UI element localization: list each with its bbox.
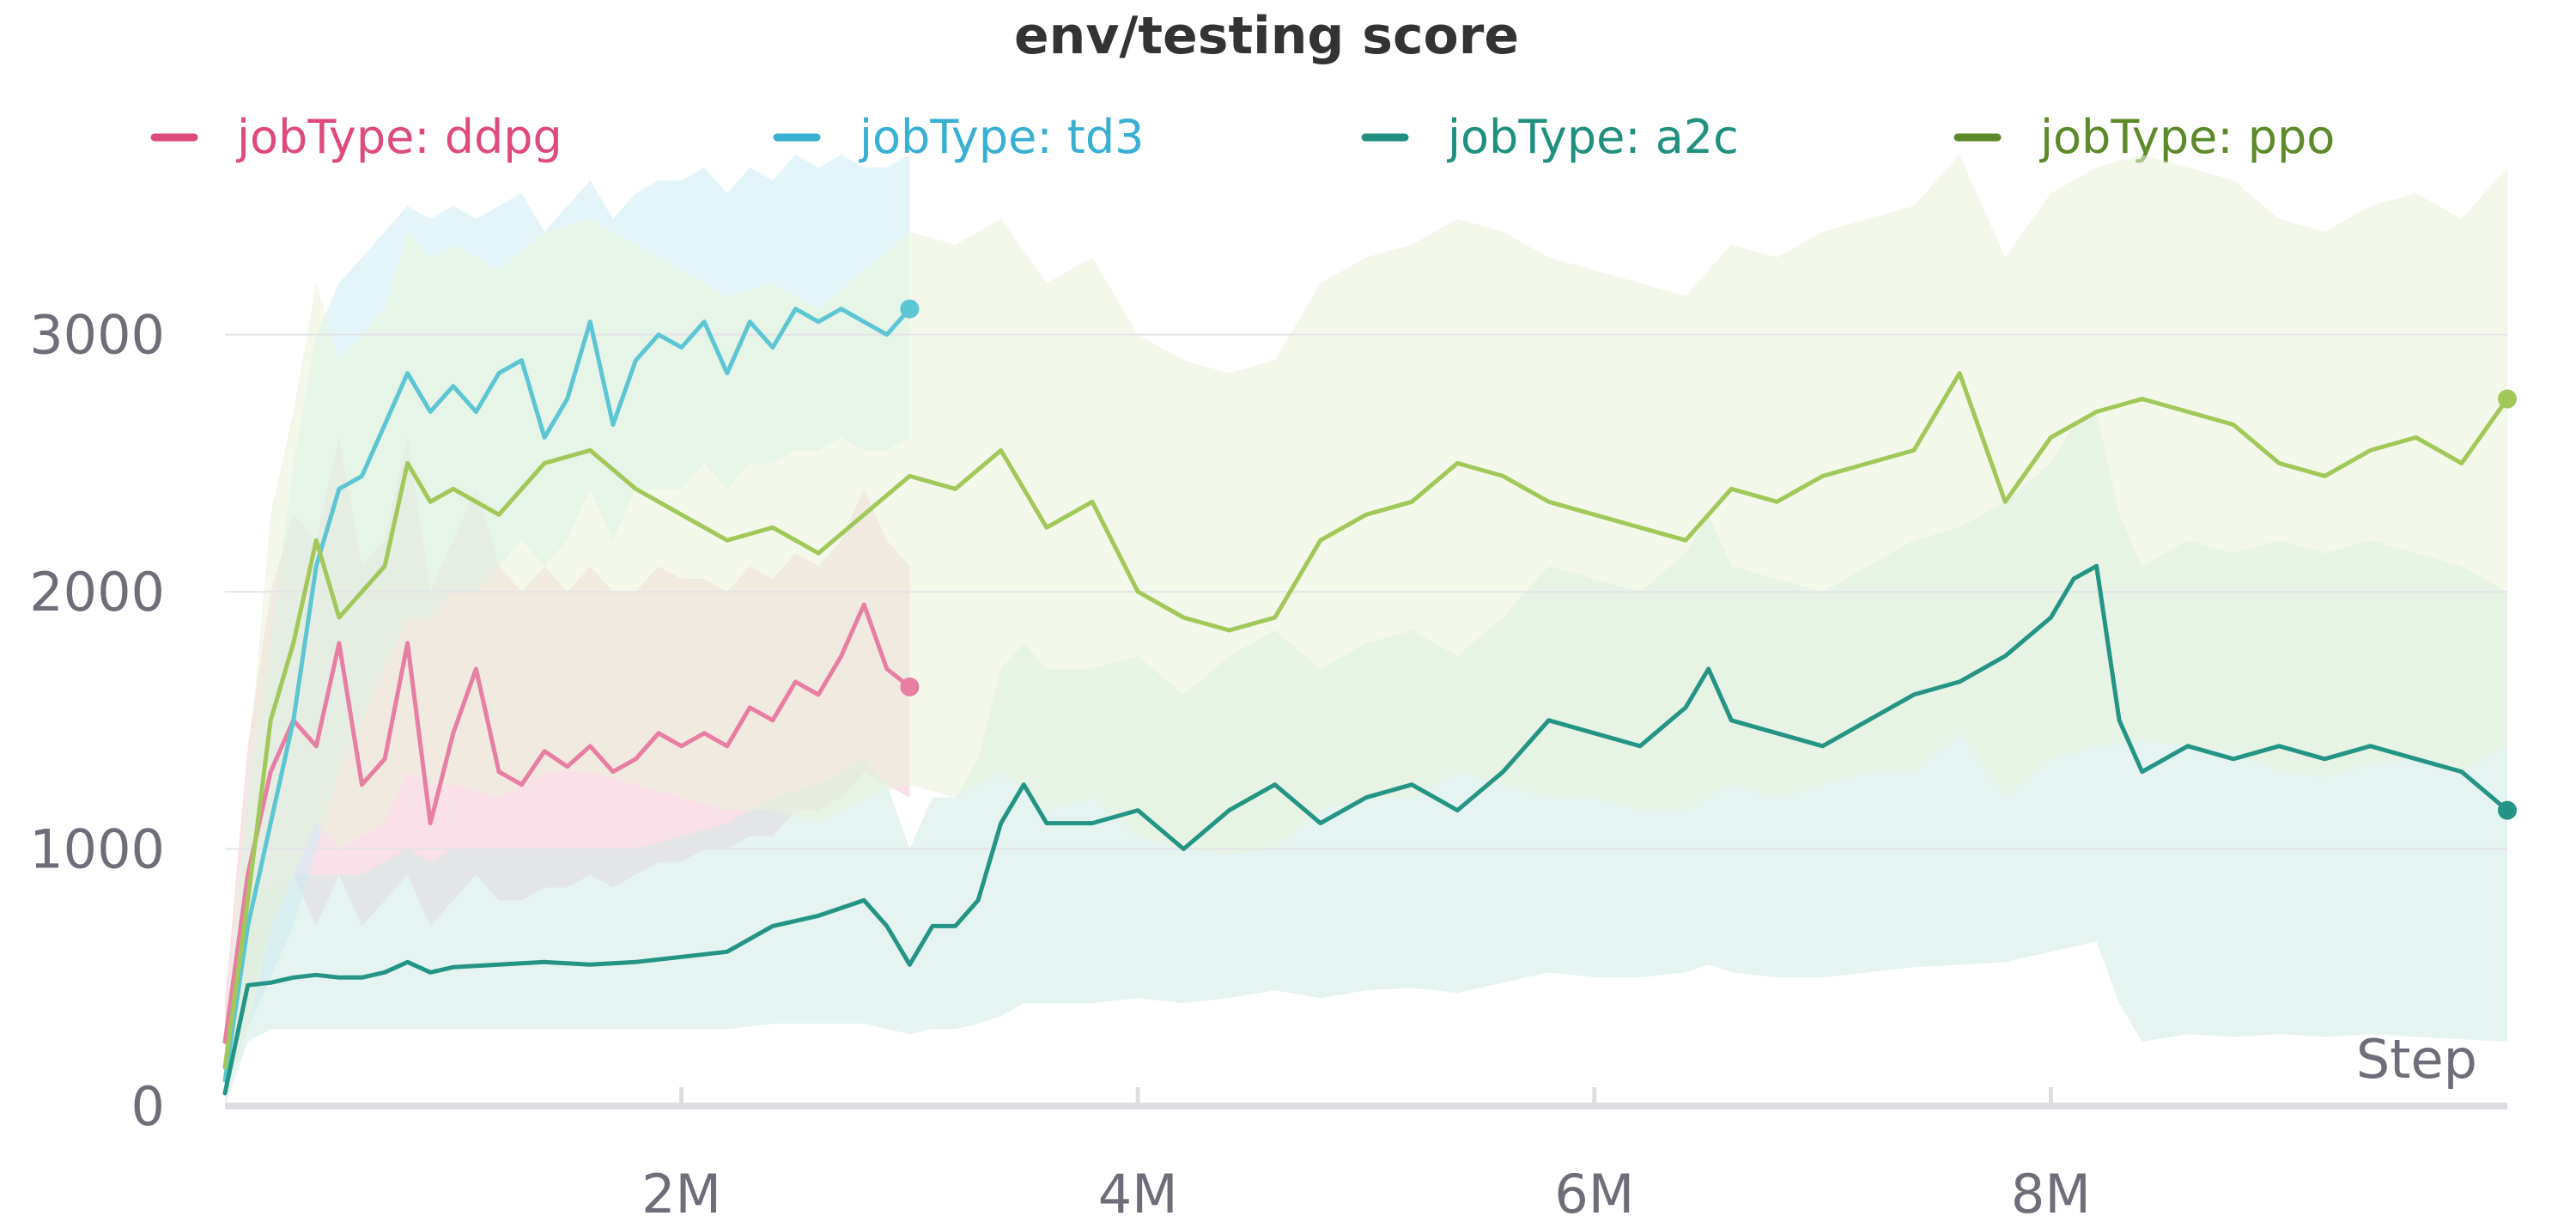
band-3 <box>225 155 2507 1094</box>
x-tick-label: 4M <box>1098 1163 1178 1225</box>
y-tick-label: 2000 <box>29 561 165 623</box>
series-endpoint-0 <box>900 677 920 696</box>
series-line-3 <box>222 371 2510 1070</box>
series-endpoint-3 <box>2498 389 2517 409</box>
series-endpoint-1 <box>900 299 920 319</box>
chart-title: env/testing score <box>1014 6 1519 66</box>
legend-label-2: jobType: a2c <box>1447 110 1739 164</box>
y-tick-label: 0 <box>131 1075 165 1138</box>
x-axis: 2M 4M 6M 8M <box>225 1087 2507 1225</box>
grid-lines <box>225 333 2507 850</box>
y-tick-label: 1000 <box>29 818 165 881</box>
x-tick-label: 2M <box>641 1163 721 1225</box>
legend-label-0: jobType: ddpg <box>236 110 562 164</box>
series-endpoints <box>900 299 2517 820</box>
series-lines <box>222 307 2510 1096</box>
x-tick-label: 6M <box>1554 1163 1634 1225</box>
x-axis-label: Step <box>2356 1028 2477 1091</box>
series-endpoint-2 <box>2498 800 2517 820</box>
x-tick-label: 8M <box>2011 1163 2091 1225</box>
series-line-0 <box>222 602 912 1044</box>
y-axis: 0 1000 2000 3000 <box>29 304 165 1138</box>
legend: jobType: ddpg jobType: td3 jobType: a2c job… <box>150 110 2335 164</box>
legend-label-1: jobType: td3 <box>859 110 1145 164</box>
y-tick-label: 3000 <box>29 304 165 367</box>
legend-label-3: jobType: ppo <box>2039 110 2335 164</box>
confidence-bands <box>225 155 2507 1106</box>
series-line-2 <box>222 563 2510 1096</box>
series-line-1 <box>222 307 912 1083</box>
